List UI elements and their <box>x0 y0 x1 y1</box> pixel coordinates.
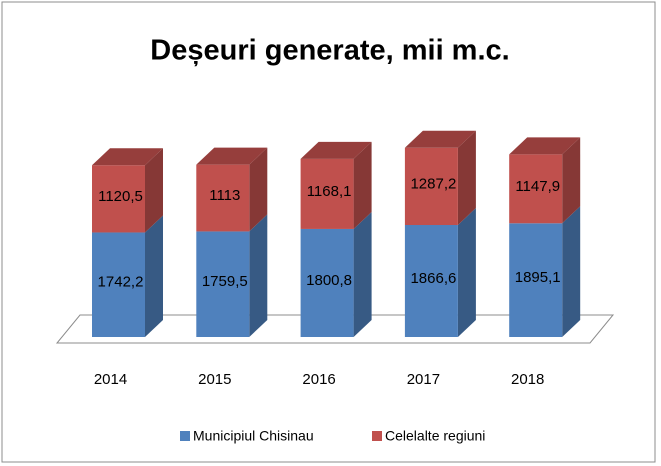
bar-segment <box>196 147 268 232</box>
bar-segment <box>300 211 372 337</box>
bar-front <box>404 147 458 226</box>
bar-side <box>249 147 268 232</box>
bar-segment <box>509 137 581 224</box>
bar-top <box>196 147 268 165</box>
x-tick-label: 2014 <box>94 371 127 388</box>
bar-segment <box>92 215 163 337</box>
data-label: 1866,6 <box>410 270 456 287</box>
x-tick-label: 2017 <box>407 371 440 388</box>
chart-title: Deșeuri generate, mii m.c. <box>150 35 509 67</box>
legend-label: Municipiul Chisinau <box>193 428 314 444</box>
data-label: 1147,9 <box>515 178 560 195</box>
data-label: 1759,5 <box>202 273 248 290</box>
bar-front <box>509 154 563 224</box>
bar-front <box>404 225 458 337</box>
bar-side <box>145 215 163 337</box>
bar-top <box>92 148 163 166</box>
data-label: 1742,2 <box>98 274 144 291</box>
data-label: 1895,1 <box>515 269 561 286</box>
bar-segment <box>509 206 581 337</box>
x-tick-label: 2018 <box>511 371 544 388</box>
bar-side <box>562 137 581 224</box>
bar-side <box>457 130 476 226</box>
bar-segment <box>404 208 476 337</box>
bar-segment <box>196 214 268 337</box>
bar-top <box>404 130 476 148</box>
bar-segment <box>92 148 163 233</box>
bar-front <box>300 158 354 229</box>
bar-top <box>509 137 581 155</box>
bar-front <box>92 165 145 233</box>
bar-front <box>196 231 250 337</box>
legend-label: Celelalte regiuni <box>385 428 485 444</box>
bar-side <box>457 208 476 337</box>
bar-side <box>353 141 372 229</box>
bar-side <box>249 214 268 337</box>
x-tick-label: 2016 <box>302 371 335 388</box>
bar-front <box>196 164 250 232</box>
data-label: 1287,2 <box>410 175 456 192</box>
bar-front <box>92 232 145 337</box>
bar-front <box>509 223 563 337</box>
data-label: 1113 <box>209 187 240 204</box>
data-label: 1120,5 <box>98 188 143 205</box>
bar-top <box>300 141 372 159</box>
bar-side <box>145 148 163 233</box>
bar-segment <box>300 141 372 229</box>
bar-front <box>300 228 354 337</box>
legend-swatch <box>180 431 190 441</box>
bar-side <box>353 211 372 337</box>
bar-side <box>562 206 581 337</box>
x-tick-label: 2015 <box>198 371 231 388</box>
bar-segment <box>404 130 476 226</box>
data-label: 1168,1 <box>307 183 352 200</box>
data-label: 1800,8 <box>306 272 352 289</box>
legend-swatch <box>372 431 382 441</box>
